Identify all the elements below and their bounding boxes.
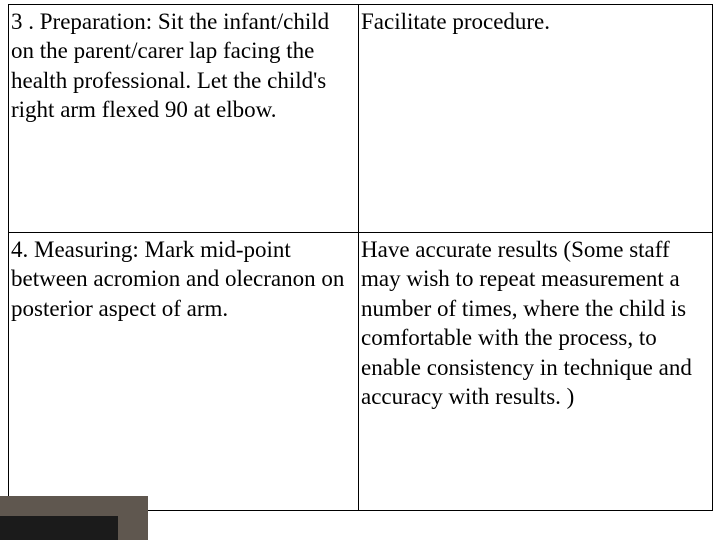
cell-text: 4. Measuring: Mark mid-point between acr… xyxy=(11,235,354,323)
cell-step-4: 4. Measuring: Mark mid-point between acr… xyxy=(9,233,359,511)
slide: 3 . Preparation: Sit the infant/child on… xyxy=(0,0,720,540)
table-row: 4. Measuring: Mark mid-point between acr… xyxy=(9,233,713,511)
procedure-table: 3 . Preparation: Sit the infant/child on… xyxy=(8,4,713,511)
cell-rationale-4: Have accurate results (Some staff may wi… xyxy=(359,233,713,511)
corner-block-front-icon xyxy=(0,516,118,540)
cell-rationale-3: Facilitate procedure. xyxy=(359,5,713,233)
table-row: 3 . Preparation: Sit the infant/child on… xyxy=(9,5,713,233)
cell-text: Have accurate results (Some staff may wi… xyxy=(361,235,708,412)
cell-step-3: 3 . Preparation: Sit the infant/child on… xyxy=(9,5,359,233)
cell-text: Facilitate procedure. xyxy=(361,7,708,36)
cell-text: 3 . Preparation: Sit the infant/child on… xyxy=(11,7,354,125)
